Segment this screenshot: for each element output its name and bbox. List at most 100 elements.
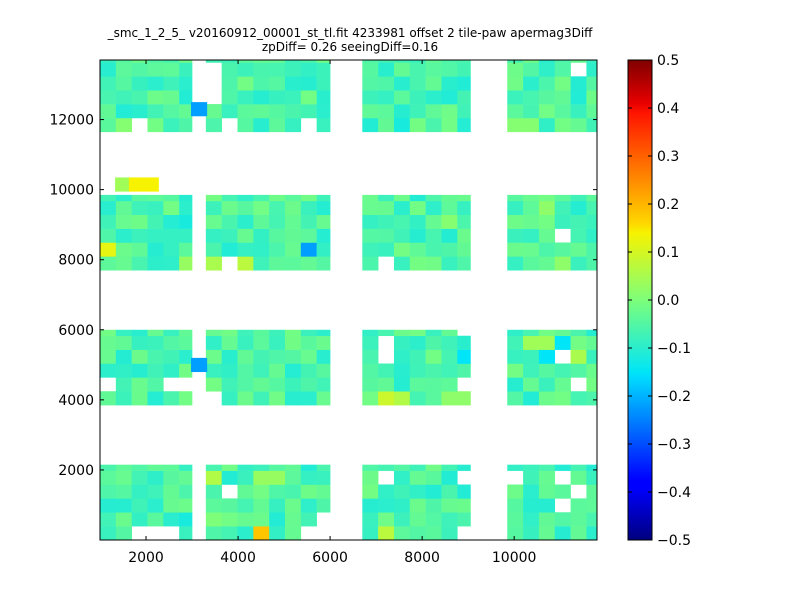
heatmap-cell (147, 194, 164, 202)
heatmap-cell (523, 512, 540, 527)
heatmap-cell (163, 214, 180, 229)
heatmap-cell (378, 526, 395, 541)
heatmap-cell (316, 104, 331, 119)
heatmap-cell (586, 194, 598, 202)
heatmap-cell (300, 228, 317, 243)
heatmap-cell (179, 104, 193, 119)
heatmap-cell (554, 335, 571, 350)
heatmap-cell (163, 60, 180, 63)
heatmap-cell (393, 90, 411, 105)
heatmap-cell (179, 117, 193, 133)
heatmap-cell (221, 200, 238, 216)
heatmap-cell (554, 117, 571, 133)
heatmap-cell (409, 484, 426, 499)
heatmap-cell (253, 349, 270, 364)
heatmap-cell (131, 470, 148, 485)
heatmap-cell (586, 62, 598, 77)
heatmap-cell (269, 470, 286, 485)
heatmap-cell (362, 62, 379, 77)
heatmap-cell (147, 335, 164, 350)
heatmap-cell (409, 512, 426, 527)
heatmap-cell (425, 60, 442, 63)
heatmap-cell (147, 464, 164, 471)
heatmap-cell (507, 391, 524, 406)
heatmap-cell (378, 363, 395, 378)
heatmap-cell (131, 242, 148, 257)
heatmap-cell (554, 256, 571, 271)
heatmap-cell (425, 117, 442, 133)
heatmap-cell (523, 62, 540, 77)
colorbar-tick-label: 0.0 (657, 293, 679, 309)
heatmap-cell (300, 214, 317, 229)
heatmap-cell (253, 363, 270, 378)
x-tick-label: 10000 (492, 550, 537, 566)
heatmap-cell (554, 242, 571, 257)
heatmap-cell (316, 329, 331, 337)
heatmap-cell (269, 377, 286, 392)
heatmap-cell (362, 104, 379, 119)
heatmap-cell (570, 363, 587, 378)
heatmap-cell (409, 242, 426, 257)
heatmap-cell (393, 242, 411, 257)
heatmap-cell (115, 349, 132, 364)
heatmap-cell (205, 228, 222, 243)
heatmap-cell (131, 363, 148, 378)
heatmap-cell (393, 60, 411, 63)
heatmap-cell (221, 104, 238, 119)
heatmap-cell (163, 117, 180, 133)
heatmap-cell (179, 335, 193, 350)
heatmap-cell (100, 349, 117, 364)
heatmap-cell (205, 329, 222, 337)
heatmap-cell (378, 484, 395, 499)
heatmap-cell (205, 363, 222, 378)
heatmap-cell (115, 256, 132, 271)
heatmap-cell (205, 200, 222, 216)
heatmap-cell (147, 60, 164, 63)
colorbar-tick-label: 0.1 (657, 245, 679, 261)
heatmap-cell (586, 90, 598, 105)
y-tick-label: 8000 (58, 253, 94, 269)
heatmap-cell (115, 329, 132, 337)
heatmap-cell (163, 335, 180, 350)
heatmap-cell (163, 194, 180, 202)
heatmap-cell (378, 512, 395, 527)
heatmap-cell (409, 470, 426, 485)
heatmap-cell (409, 60, 426, 63)
heatmap-cell (237, 194, 254, 202)
heatmap-cell (554, 484, 571, 499)
heatmap-cell (425, 391, 442, 406)
heatmap-cell (163, 104, 180, 119)
heatmap-cell (300, 470, 317, 485)
heatmap-cell (316, 349, 331, 364)
heatmap-cell (586, 256, 598, 271)
heatmap-cell (538, 470, 556, 485)
heatmap-cell (523, 200, 540, 216)
heatmap-cell (100, 60, 117, 63)
heatmap-cell (457, 391, 471, 406)
heatmap-cell (179, 200, 193, 216)
heatmap-cell (362, 391, 379, 406)
heatmap-cell (284, 76, 302, 91)
heatmap-cell (316, 464, 331, 471)
heatmap-cell (570, 335, 587, 350)
heatmap-cell (269, 117, 286, 133)
heatmap-cell (179, 214, 193, 229)
heatmap-cell (378, 194, 395, 202)
heatmap-cell (586, 484, 598, 499)
heatmap-cell (409, 329, 426, 337)
heatmap-cell (507, 363, 524, 378)
heatmap-cell (409, 391, 426, 406)
heatmap-cell (300, 464, 317, 471)
heatmap-cell (523, 104, 540, 119)
heatmap-cell (300, 200, 317, 216)
heatmap-cell (457, 117, 471, 133)
heatmap-cell (237, 90, 254, 105)
heatmap-cell (393, 335, 411, 350)
heatmap-cell (523, 484, 540, 499)
heatmap-cell (284, 391, 302, 406)
heatmap-cell (425, 329, 442, 337)
y-tick-label: 6000 (58, 323, 94, 339)
heatmap-cell (205, 60, 222, 63)
heatmap-cell (147, 329, 164, 337)
heatmap-cell (316, 62, 331, 77)
